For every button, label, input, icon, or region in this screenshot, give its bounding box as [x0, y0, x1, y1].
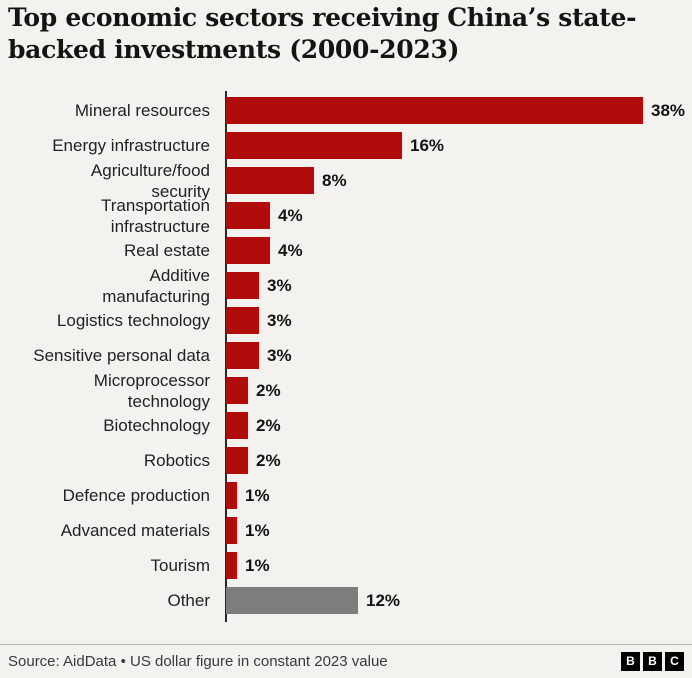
bar-row: Defence production 1% — [0, 478, 692, 513]
bar — [226, 482, 237, 509]
category-label: Mineral resources — [74, 101, 210, 120]
bar — [226, 587, 358, 614]
category-label: Real estate — [124, 241, 210, 260]
bar — [226, 447, 248, 474]
bar — [226, 132, 402, 159]
value-label: 2% — [256, 450, 281, 470]
footer: Source: AidData • US dollar figure in co… — [0, 644, 692, 677]
value-label: 8% — [322, 170, 347, 190]
bar — [226, 202, 270, 229]
bar-zone: 38% — [210, 97, 692, 124]
category-label: Other — [167, 591, 210, 610]
category-label: Transportation infrastructure — [101, 195, 210, 236]
bar — [226, 342, 259, 369]
bar-row: Logistics technology 3% — [0, 303, 692, 338]
value-label: 16% — [410, 135, 445, 155]
bar — [226, 307, 259, 334]
bar — [226, 412, 248, 439]
category-label: Sensitive personal data — [33, 346, 210, 365]
bar — [226, 167, 314, 194]
bar-zone: 1% — [210, 552, 692, 579]
bar-row: Microprocessor technology 2% — [0, 371, 692, 411]
bar-row: Tourism 1% — [0, 548, 692, 583]
category-label: Agriculture/food security — [90, 160, 210, 201]
bar-zone: 3% — [210, 342, 692, 369]
bar — [226, 97, 643, 124]
bar-zone: 2% — [210, 412, 692, 439]
value-label: 4% — [278, 205, 303, 225]
bbc-logo-letter-b1: B — [621, 651, 640, 671]
bar-row: Mineral resources 38% — [0, 93, 692, 128]
chart-title: Top economic sectors receiving China’s s… — [8, 2, 684, 66]
value-label: 3% — [267, 345, 292, 365]
bar-zone: 2% — [210, 447, 692, 474]
bar-zone: 12% — [210, 587, 692, 614]
bar-row: Advanced materials 1% — [0, 513, 692, 548]
bar-row: Real estate 4% — [0, 233, 692, 268]
value-label: 2% — [256, 415, 281, 435]
category-label: Biotechnology — [103, 416, 210, 435]
bar-row: Transportation infrastructure 4% — [0, 196, 692, 236]
category-label: Robotics — [143, 451, 210, 470]
bar-zone: 1% — [210, 482, 692, 509]
bar — [226, 517, 237, 544]
value-label: 1% — [245, 555, 270, 575]
value-label: 4% — [278, 240, 303, 260]
value-label: 1% — [245, 485, 270, 505]
bar-row: Robotics 2% — [0, 443, 692, 478]
value-label: 12% — [366, 590, 401, 610]
chart-title-line-2: backed investments (2000-2023) — [8, 35, 460, 64]
value-label: 2% — [256, 380, 281, 400]
bar-zone: 4% — [210, 202, 692, 229]
source-note: Source: AidData • US dollar figure in co… — [8, 652, 388, 670]
bar — [226, 237, 270, 264]
bar-row: Sensitive personal data 3% — [0, 338, 692, 373]
bbc-logo: B B C — [618, 651, 684, 671]
value-label: 3% — [267, 275, 292, 295]
value-label: 38% — [651, 100, 686, 120]
bbc-logo-letter-c: C — [665, 651, 684, 671]
category-label: Advanced materials — [60, 521, 210, 540]
chart-title-line-1: Top economic sectors receiving China’s s… — [8, 3, 637, 32]
bar-zone: 3% — [210, 307, 692, 334]
bar-chart: Mineral resources 38% Energy infrastruct… — [0, 93, 692, 618]
bar-row: Energy infrastructure 16% — [0, 128, 692, 163]
bar-row: Additive manufacturing 3% — [0, 266, 692, 306]
bbc-logo-letter-b2: B — [643, 651, 662, 671]
value-label: 1% — [245, 520, 270, 540]
bar-zone: 4% — [210, 237, 692, 264]
category-label: Microprocessor technology — [93, 370, 210, 411]
category-label: Tourism — [150, 556, 210, 575]
bar-zone: 1% — [210, 517, 692, 544]
bar-zone: 8% — [210, 167, 692, 194]
bar — [226, 272, 259, 299]
bar-zone: 2% — [210, 377, 692, 404]
bar — [226, 377, 248, 404]
bar-row: Biotechnology 2% — [0, 408, 692, 443]
bar-row: Other 12% — [0, 583, 692, 618]
category-label: Defence production — [62, 486, 210, 505]
bar-zone: 16% — [210, 132, 692, 159]
category-label: Energy infrastructure — [52, 136, 210, 155]
bar-zone: 3% — [210, 272, 692, 299]
category-label: Logistics technology — [56, 311, 210, 330]
category-label: Additive manufacturing — [102, 265, 210, 306]
bar-row: Agriculture/food security 8% — [0, 161, 692, 201]
bar — [226, 552, 237, 579]
value-label: 3% — [267, 310, 292, 330]
